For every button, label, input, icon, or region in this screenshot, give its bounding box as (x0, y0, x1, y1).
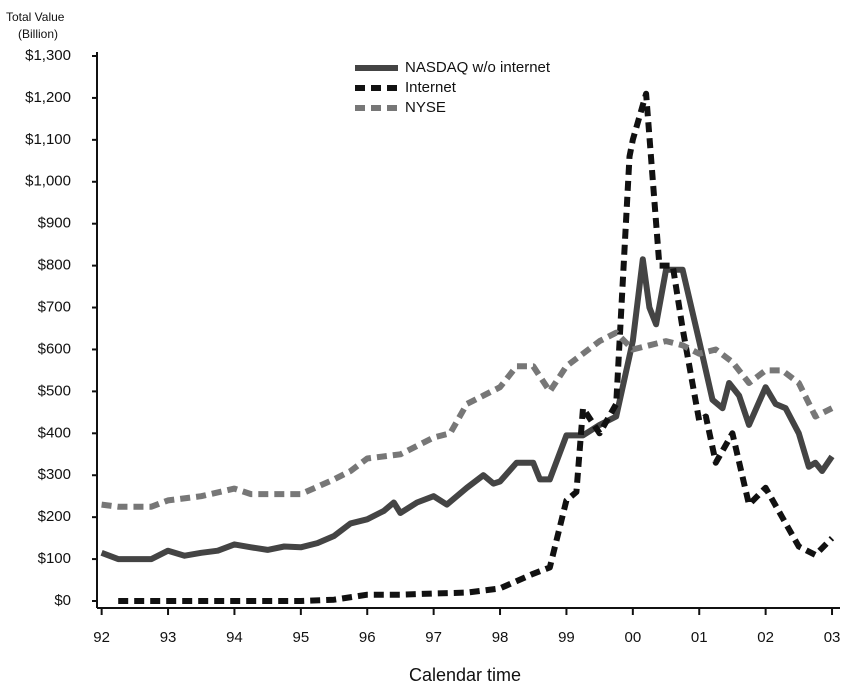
x-tick-label: 92 (93, 629, 110, 646)
y-tick-label: $1,300 (25, 47, 71, 64)
y-tick-label: $400 (38, 424, 71, 441)
legend-label: NYSE (405, 99, 446, 116)
x-tick-label: 97 (425, 629, 442, 646)
x-tick-label: 93 (160, 629, 177, 646)
series-line (118, 90, 835, 604)
x-tick-label: 00 (624, 629, 641, 646)
y-tick-label: $600 (38, 340, 71, 357)
y-tick-label: $0 (54, 592, 71, 609)
y-axis-label: (Billion) (18, 27, 58, 41)
y-tick-label: $500 (38, 382, 71, 399)
x-tick-label: 96 (359, 629, 376, 646)
y-tick-label: $700 (38, 299, 71, 316)
series-line (101, 329, 834, 510)
x-tick-label: 95 (292, 629, 309, 646)
x-tick-label: 02 (757, 629, 774, 646)
legend-label: NASDAQ w/o internet (405, 59, 551, 76)
x-axis-label: Calendar time (409, 665, 521, 685)
y-tick-label: $900 (38, 215, 71, 232)
x-tick-label: 94 (226, 629, 243, 646)
x-tick-label: 03 (824, 629, 841, 646)
y-axis-label: Total Value (6, 10, 65, 24)
y-tick-label: $100 (38, 550, 71, 567)
y-tick-label: $1,100 (25, 131, 71, 148)
y-tick-label: $1,000 (25, 173, 71, 190)
y-tick-label: $1,200 (25, 89, 71, 106)
series-line (100, 256, 835, 563)
x-tick-label: 99 (558, 629, 575, 646)
x-tick-label: 98 (492, 629, 509, 646)
legend-label: Internet (405, 79, 457, 96)
x-tick-label: 01 (691, 629, 708, 646)
y-tick-label: $200 (38, 508, 71, 525)
y-tick-label: $800 (38, 257, 71, 274)
y-tick-label: $300 (38, 466, 71, 483)
